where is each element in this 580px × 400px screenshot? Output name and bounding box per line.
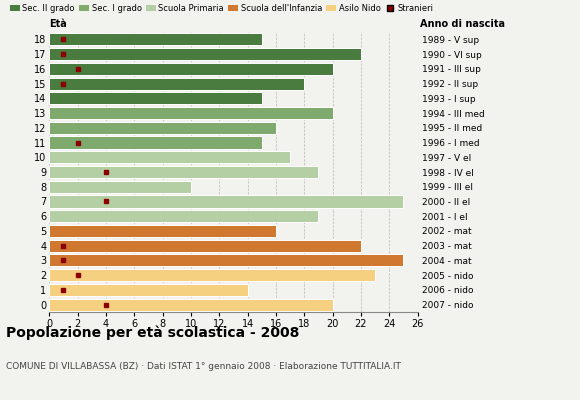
- Bar: [49, 107, 332, 119]
- Bar: [49, 33, 262, 46]
- Bar: [49, 240, 361, 252]
- Bar: [49, 284, 248, 296]
- Bar: [49, 151, 290, 163]
- Bar: [49, 225, 276, 237]
- Bar: [49, 122, 276, 134]
- Bar: [49, 298, 332, 311]
- Bar: [49, 48, 361, 60]
- Bar: [49, 181, 191, 193]
- Text: COMUNE DI VILLABASSA (BZ) · Dati ISTAT 1° gennaio 2008 · Elaborazione TUTTITALIA: COMUNE DI VILLABASSA (BZ) · Dati ISTAT 1…: [6, 362, 401, 371]
- Text: Popolazione per età scolastica - 2008: Popolazione per età scolastica - 2008: [6, 326, 299, 340]
- Bar: [49, 210, 318, 222]
- Bar: [49, 92, 262, 104]
- Bar: [49, 166, 318, 178]
- Bar: [49, 269, 375, 281]
- Bar: [49, 136, 262, 148]
- Bar: [49, 254, 404, 266]
- Bar: [49, 78, 304, 90]
- Legend: Sec. II grado, Sec. I grado, Scuola Primaria, Scuola dell'Infanzia, Asilo Nido, : Sec. II grado, Sec. I grado, Scuola Prim…: [10, 4, 433, 13]
- Bar: [49, 196, 404, 208]
- Text: Età: Età: [49, 19, 67, 29]
- Bar: [49, 63, 332, 75]
- Text: Anno di nascita: Anno di nascita: [420, 19, 505, 29]
